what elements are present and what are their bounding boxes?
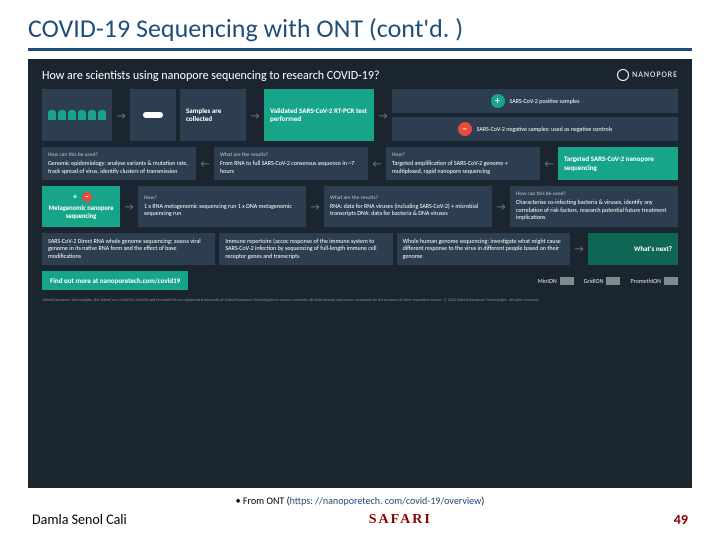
nanopore-logo: NANOPORE xyxy=(617,69,678,81)
tile-results: What are the results?From RNA to full SA… xyxy=(214,147,368,180)
minus-icon: − xyxy=(82,192,92,202)
safari-logo: SAFARI xyxy=(369,512,432,528)
tile-meta-results: What are the results?RNA: data for RNA v… xyxy=(324,186,492,226)
slide-title: COVID-19 Sequencing with ONT (cont'd. ) xyxy=(28,12,692,51)
pcr-tile: Validated SARS-CoV-2 RT-PCR test perform… xyxy=(264,89,374,141)
tile-immune: Immune repertoire (ассоc response of the… xyxy=(219,233,392,266)
arrow-icon: ← xyxy=(200,147,210,180)
tile-targeted-seq: Targeted SARS-CoV-2 nanopore sequencing xyxy=(558,147,678,180)
tile-wgs: Whole human genome sequencing: investiga… xyxy=(397,233,570,266)
arrow-icon: ← xyxy=(372,147,382,180)
footer: Damla Senol Cali SAFARI 49 xyxy=(28,511,692,528)
arrow-icon: → xyxy=(250,89,260,141)
row-cta: Find out more at nanoporetech.com/covid1… xyxy=(42,271,678,290)
device-gridion: GridION xyxy=(584,277,621,285)
tile-meta-how: How?1 x RNA metagenomic sequencing run 1… xyxy=(138,186,306,226)
row-samples: → Samples are collected → Validated SARS… xyxy=(42,89,678,141)
fineprint: Oxford Nanopore Technologies, the Wheel … xyxy=(42,298,678,303)
swab-tile xyxy=(130,89,176,141)
row-future: SARS-CoV-2 Direct RNA whole genome seque… xyxy=(42,233,678,266)
arrow-icon: → xyxy=(496,186,506,226)
page-number: 49 xyxy=(674,511,688,528)
samples-label: Samples are collected xyxy=(180,89,246,141)
arrow-icon: → xyxy=(574,233,584,266)
arrow-icon: ← xyxy=(544,147,554,180)
minus-icon: − xyxy=(458,122,472,136)
tile-how: How?Targeted amplification of SARS-CoV-2… xyxy=(386,147,540,180)
tile-meta-use: How can this be used?Characterise co-inf… xyxy=(510,186,678,226)
arrow-icon: → xyxy=(378,89,388,141)
device-promethion: PromethION xyxy=(630,277,678,285)
cta: Find out more at nanoporetech.com/covid1… xyxy=(42,271,188,290)
negative-tile: −SARS-CoV-2 negative samples: used as ne… xyxy=(392,117,678,141)
row-metagenomic: +− Metagenomic nanopore sequencing → How… xyxy=(42,186,678,226)
author: Damla Senol Cali xyxy=(32,511,127,528)
people-icon xyxy=(42,89,112,141)
infographic: How are scientists using nanopore sequen… xyxy=(28,59,692,488)
metagenomic-head: +− Metagenomic nanopore sequencing xyxy=(42,186,120,226)
arrow-icon: → xyxy=(310,186,320,226)
arrow-icon: → xyxy=(124,186,134,226)
device-minion: MinION xyxy=(538,277,574,285)
positive-tile: +SARS-CoV-2 positive samples xyxy=(392,89,678,113)
whats-next: What's next? xyxy=(588,233,678,266)
tile-directrna: SARS-CoV-2 Direct RNA whole genome seque… xyxy=(42,233,215,266)
citation: • From ONT (https: //nanoporetech. com/c… xyxy=(28,494,692,507)
plus-icon: + xyxy=(70,192,80,202)
swab-icon xyxy=(143,112,163,118)
infographic-title: How are scientists using nanopore sequen… xyxy=(42,69,380,83)
plus-icon: + xyxy=(491,94,505,108)
citation-link[interactable]: https: //nanoporetech. com/covid-19/over… xyxy=(290,494,482,507)
row-targeted: How can this be used?Genomic epidemiolog… xyxy=(42,147,678,180)
tile-epi: How can this be used?Genomic epidemiolog… xyxy=(42,147,196,180)
devices: MinION GridION PromethION xyxy=(538,271,678,290)
arrow-icon: → xyxy=(116,89,126,141)
